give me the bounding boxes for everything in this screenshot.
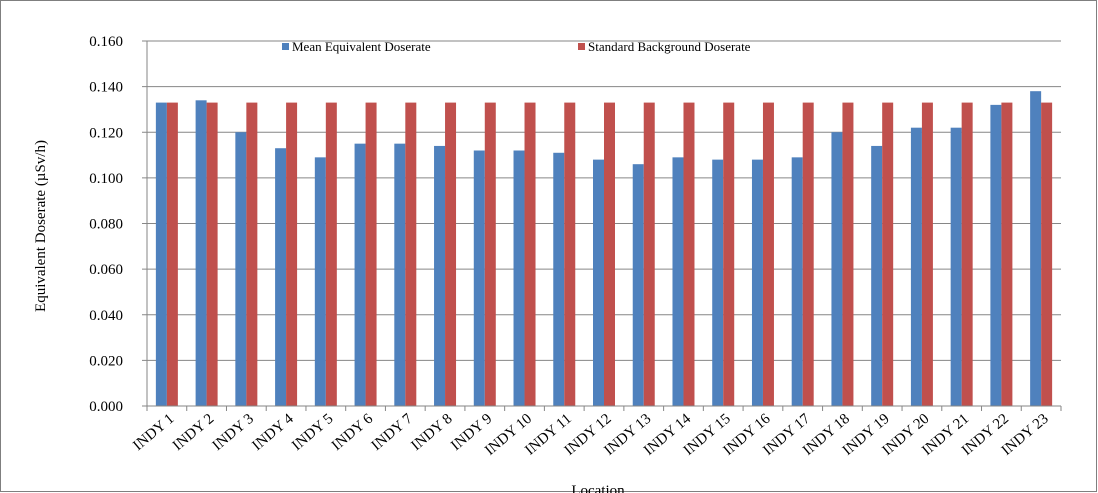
x-category-label: INDY 8 — [408, 411, 455, 454]
bar-standard-background-doserate — [564, 103, 575, 406]
bar-standard-background-doserate — [485, 103, 496, 406]
bar-standard-background-doserate — [962, 103, 973, 406]
x-category-label: INDY 3 — [210, 411, 257, 454]
bar-standard-background-doserate — [1041, 103, 1052, 406]
bar-mean-equivalent-doserate — [951, 128, 962, 406]
bar-standard-background-doserate — [842, 103, 853, 406]
bar-standard-background-doserate — [1001, 103, 1012, 406]
bar-mean-equivalent-doserate — [514, 151, 525, 407]
bar-standard-background-doserate — [246, 103, 257, 406]
bar-standard-background-doserate — [326, 103, 337, 406]
x-axis-title: Location — [571, 483, 625, 493]
bar-mean-equivalent-doserate — [911, 128, 922, 406]
x-category-label: INDY 2 — [170, 411, 217, 454]
bar-standard-background-doserate — [644, 103, 655, 406]
bar-mean-equivalent-doserate — [196, 100, 207, 406]
y-tick-label: 0.080 — [89, 217, 123, 233]
bar-mean-equivalent-doserate — [235, 132, 246, 406]
bar-mean-equivalent-doserate — [553, 153, 564, 406]
bar-mean-equivalent-doserate — [355, 144, 366, 406]
x-category-label: INDY 6 — [329, 410, 377, 454]
bar-standard-background-doserate — [405, 103, 416, 406]
bar-standard-background-doserate — [207, 103, 218, 406]
bar-mean-equivalent-doserate — [474, 151, 485, 407]
bar-standard-background-doserate — [922, 103, 933, 406]
bar-mean-equivalent-doserate — [831, 132, 842, 406]
y-tick-label: 0.100 — [89, 171, 123, 187]
bar-standard-background-doserate — [723, 103, 734, 406]
bar-mean-equivalent-doserate — [990, 105, 1001, 406]
x-category-label: INDY 1 — [130, 411, 177, 454]
y-axis-title: Equivalent Doserate (µSv/h) — [33, 140, 49, 312]
y-tick-label: 0.140 — [89, 80, 123, 96]
bar-standard-background-doserate — [366, 103, 377, 406]
y-tick-label: 0.020 — [89, 353, 123, 369]
bar-standard-background-doserate — [683, 103, 694, 406]
bar-mean-equivalent-doserate — [275, 148, 286, 406]
y-tick-label: 0.040 — [89, 308, 123, 324]
x-category-label: INDY 4 — [249, 410, 297, 454]
bar-mean-equivalent-doserate — [434, 146, 445, 406]
bar-mean-equivalent-doserate — [752, 160, 763, 406]
bar-mean-equivalent-doserate — [871, 146, 882, 406]
y-tick-labels: 0.000 0.020 0.040 0.060 0.080 0.100 0.120 0.140… — [89, 34, 123, 415]
bar-standard-background-doserate — [763, 103, 774, 406]
bar-standard-background-doserate — [167, 103, 178, 406]
bar-standard-background-doserate — [445, 103, 456, 406]
x-category-label: INDY 5 — [289, 411, 336, 454]
bar-mean-equivalent-doserate — [712, 160, 723, 406]
x-category-label: INDY 7 — [369, 410, 417, 454]
bar-mean-equivalent-doserate — [672, 157, 683, 406]
bar-standard-background-doserate — [882, 103, 893, 406]
bar-mean-equivalent-doserate — [315, 157, 326, 406]
bar-standard-background-doserate — [803, 103, 814, 406]
bars — [156, 91, 1052, 406]
bar-mean-equivalent-doserate — [593, 160, 604, 406]
legend-swatch — [578, 43, 585, 50]
bar-mean-equivalent-doserate — [394, 144, 405, 406]
bar-mean-equivalent-doserate — [792, 157, 803, 406]
bar-standard-background-doserate — [604, 103, 615, 406]
bar-mean-equivalent-doserate — [1030, 91, 1041, 406]
bar-standard-background-doserate — [286, 103, 297, 406]
bar-mean-equivalent-doserate — [633, 164, 644, 406]
y-tick-label: 0.060 — [89, 262, 123, 278]
y-tick-label: 0.000 — [89, 399, 123, 415]
legend-label: Standard Background Doserate — [588, 39, 751, 54]
y-tick-label: 0.160 — [89, 34, 123, 50]
legend-swatch — [282, 43, 289, 50]
bar-standard-background-doserate — [525, 103, 536, 406]
bar-mean-equivalent-doserate — [156, 103, 167, 406]
y-tick-label: 0.120 — [89, 125, 123, 141]
legend-label: Mean Equivalent Doserate — [292, 39, 431, 54]
